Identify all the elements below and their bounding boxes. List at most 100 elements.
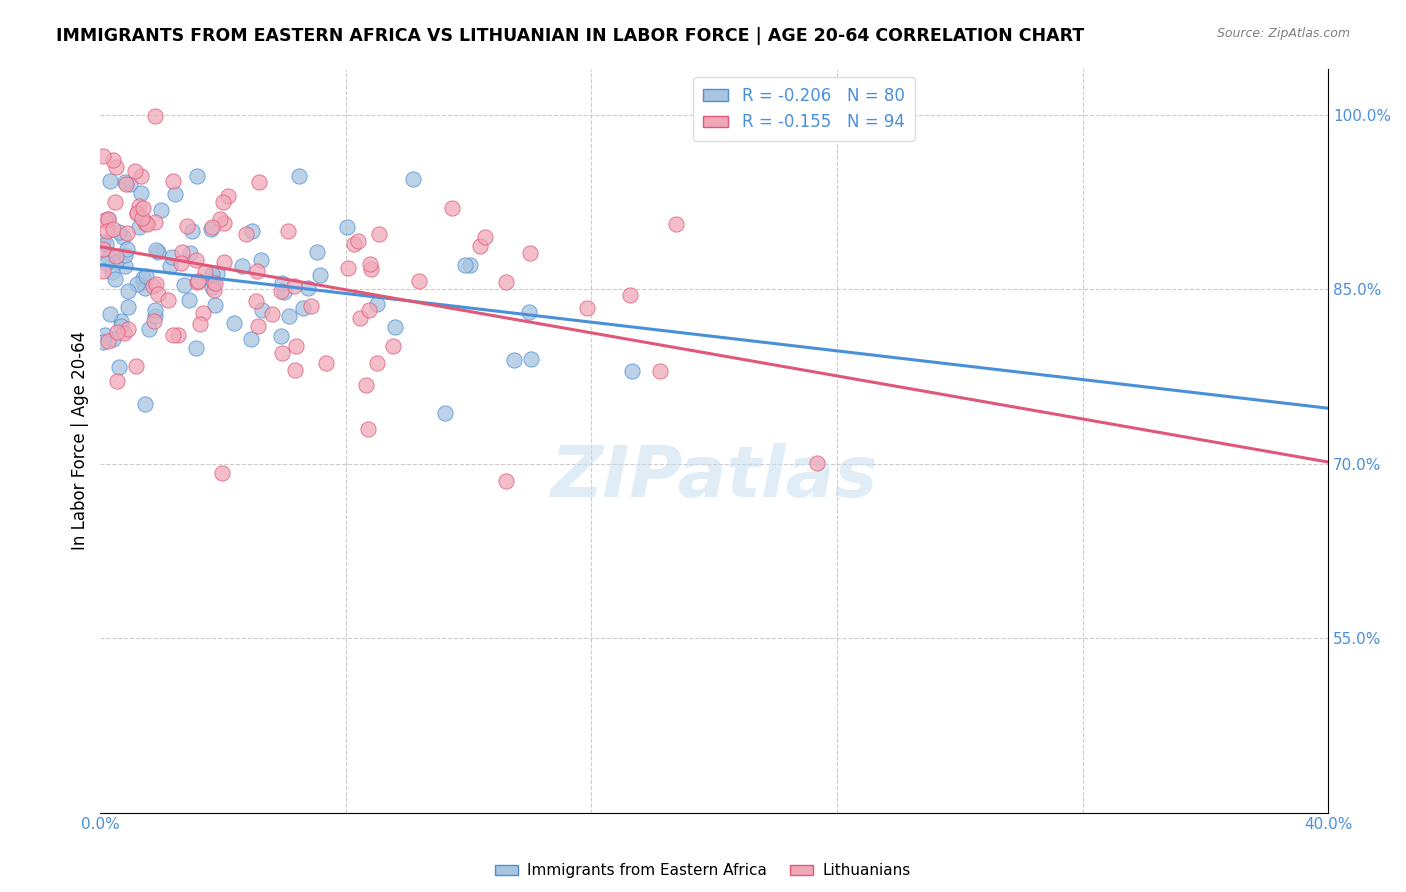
Point [162,174,184,188]
Point [665,217,688,231]
Point [202,274,225,288]
Point [402,172,425,186]
Point [125,206,148,220]
Point [131,211,153,226]
Point [173,278,195,293]
Point [308,268,330,282]
Point [621,363,644,377]
Point [519,352,541,367]
Point [128,199,150,213]
Point [115,226,138,240]
Point [105,325,128,339]
Point [97,211,120,226]
Point [117,322,139,336]
Point [114,248,136,262]
Point [474,230,496,244]
Point [495,475,517,489]
Point [132,201,155,215]
Point [246,264,269,278]
Point [366,296,388,310]
Point [93,334,115,349]
Point [186,169,208,184]
Point [408,274,430,288]
Point [128,219,150,234]
Point [134,280,156,294]
Point [143,309,166,323]
Point [129,186,152,200]
Point [186,275,208,289]
Point [115,177,138,191]
Point [94,213,117,227]
Point [278,309,301,323]
Point [366,356,388,370]
Point [114,175,136,189]
Point [179,245,201,260]
Point [260,307,283,321]
Point [101,332,124,346]
Point [97,250,120,264]
Point [170,245,193,260]
Point [240,332,263,346]
Point [354,377,377,392]
Point [201,280,224,294]
Legend: Immigrants from Eastern Africa, Lithuanians: Immigrants from Eastern Africa, Lithuani… [489,857,917,884]
Point [143,109,166,123]
Point [200,222,222,236]
Point [297,281,319,295]
Point [142,314,165,328]
Legend: R = -0.206   N = 80, R = -0.155   N = 94: R = -0.206 N = 80, R = -0.155 N = 94 [693,77,915,141]
Point [112,326,135,340]
Point [270,329,292,343]
Point [188,317,211,331]
Point [284,363,307,377]
Point [211,195,233,210]
Point [359,302,381,317]
Point [336,261,359,276]
Point [149,202,172,217]
Point [93,264,115,278]
Point [270,285,292,299]
Point [231,260,253,274]
Point [115,242,138,256]
Point [96,237,118,252]
Point [101,222,124,236]
Point [194,265,217,279]
Point [93,242,115,256]
Point [217,188,239,202]
Point [177,293,200,307]
Point [284,339,307,353]
Point [245,293,267,308]
Point [468,238,491,252]
Point [299,299,322,313]
Point [619,288,641,302]
Point [143,215,166,229]
Point [100,265,122,279]
Point [96,224,118,238]
Point [162,328,184,343]
Point [125,205,148,219]
Point [240,224,263,238]
Text: IMMIGRANTS FROM EASTERN AFRICA VS LITHUANIAN IN LABOR FORCE | AGE 20-64 CORRELAT: IMMIGRANTS FROM EASTERN AFRICA VS LITHUA… [56,27,1084,45]
Point [212,216,235,230]
Point [336,219,359,234]
Point [204,298,226,312]
Point [93,235,115,249]
Point [135,268,157,283]
Point [138,322,160,336]
Point [204,276,226,290]
Point [495,276,517,290]
Point [98,174,121,188]
Point [214,255,236,269]
Point [517,305,540,319]
Point [124,164,146,178]
Point [134,216,156,230]
Point [104,249,127,263]
Point [250,302,273,317]
Point [186,252,208,267]
Point [118,178,141,192]
Point [246,318,269,333]
Point [349,310,371,325]
Point [105,255,128,269]
Point [142,279,165,293]
Point [360,261,382,276]
